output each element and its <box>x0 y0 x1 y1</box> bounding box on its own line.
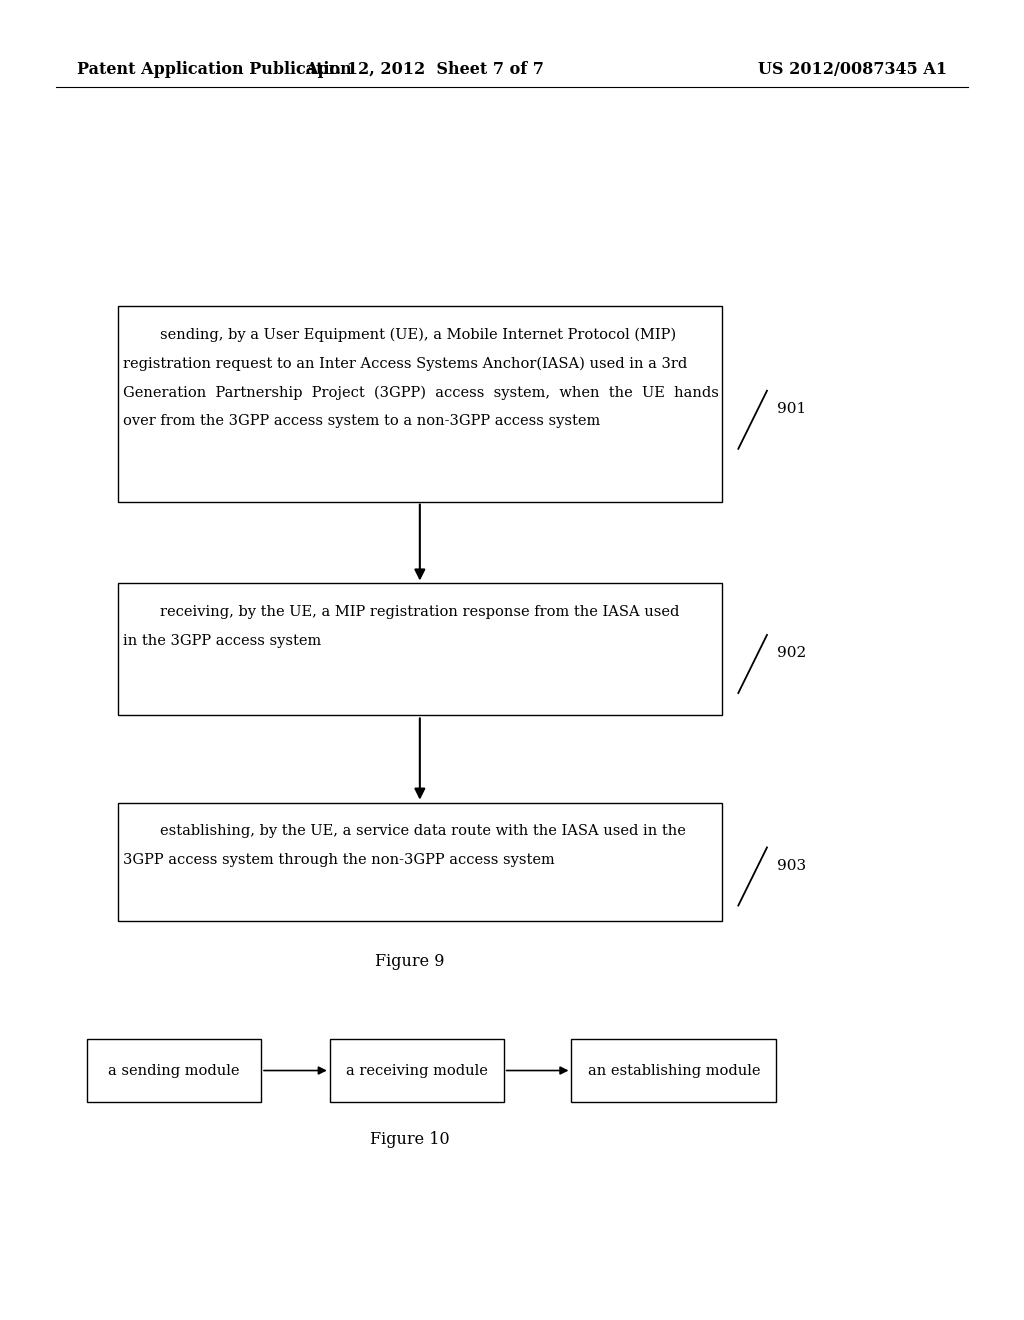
Text: 902: 902 <box>777 647 807 660</box>
Bar <box>118 803 722 921</box>
Text: over from the 3GPP access system to a non-3GPP access system: over from the 3GPP access system to a no… <box>123 414 600 429</box>
Bar <box>571 1039 776 1102</box>
Text: receiving, by the UE, a MIP registration response from the IASA used: receiving, by the UE, a MIP registration… <box>123 605 679 619</box>
Text: sending, by a User Equipment (UE), a Mobile Internet Protocol (MIP): sending, by a User Equipment (UE), a Mob… <box>123 327 676 342</box>
Text: US 2012/0087345 A1: US 2012/0087345 A1 <box>758 61 947 78</box>
Text: a sending module: a sending module <box>109 1064 240 1077</box>
Text: Generation  Partnership  Project  (3GPP)  access  system,  when  the  UE  hands: Generation Partnership Project (3GPP) ac… <box>123 385 719 400</box>
Text: a receiving module: a receiving module <box>346 1064 487 1077</box>
Bar <box>87 1039 261 1102</box>
Text: Patent Application Publication: Patent Application Publication <box>77 61 351 78</box>
Text: establishing, by the UE, a service data route with the IASA used in the: establishing, by the UE, a service data … <box>123 824 686 838</box>
Text: an establishing module: an establishing module <box>588 1064 760 1077</box>
Text: 3GPP access system through the non-3GPP access system: 3GPP access system through the non-3GPP … <box>123 853 555 867</box>
Bar <box>118 583 722 715</box>
Text: 903: 903 <box>777 859 806 873</box>
Text: Figure 10: Figure 10 <box>370 1131 450 1148</box>
Text: in the 3GPP access system: in the 3GPP access system <box>123 634 322 648</box>
Bar <box>118 306 722 502</box>
Text: Apr. 12, 2012  Sheet 7 of 7: Apr. 12, 2012 Sheet 7 of 7 <box>305 61 545 78</box>
Text: 901: 901 <box>777 403 807 416</box>
Text: registration request to an Inter Access Systems Anchor(IASA) used in a 3rd: registration request to an Inter Access … <box>123 356 687 371</box>
Bar <box>330 1039 504 1102</box>
Text: Figure 9: Figure 9 <box>375 953 444 970</box>
